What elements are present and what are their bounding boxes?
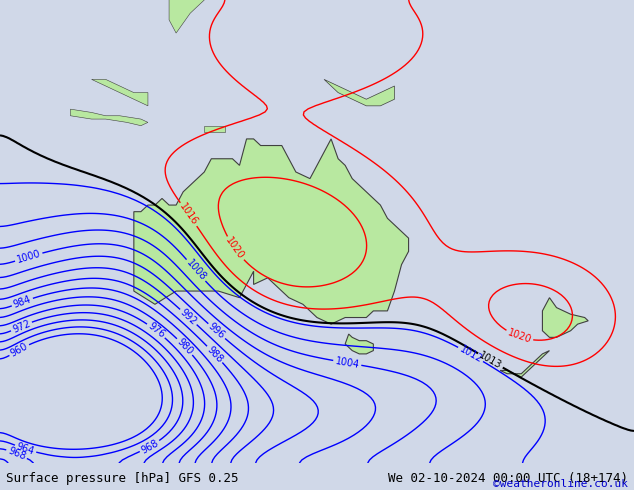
Text: 996: 996	[207, 321, 227, 341]
Text: ©weatheronline.co.uk: ©weatheronline.co.uk	[493, 479, 628, 489]
Text: 976: 976	[146, 321, 167, 340]
Text: Surface pressure [hPa] GFS 0.25: Surface pressure [hPa] GFS 0.25	[6, 472, 239, 486]
Text: 972: 972	[11, 318, 32, 335]
Text: 1016: 1016	[178, 201, 200, 227]
Polygon shape	[91, 79, 148, 106]
Polygon shape	[162, 0, 204, 33]
Polygon shape	[324, 79, 394, 106]
Text: 964: 964	[15, 441, 36, 457]
Polygon shape	[345, 334, 373, 354]
Text: 968: 968	[6, 445, 27, 462]
Text: 1013: 1013	[477, 350, 503, 371]
Text: We 02-10-2024 00:00 UTC (18+174): We 02-10-2024 00:00 UTC (18+174)	[387, 472, 628, 486]
Polygon shape	[70, 109, 148, 126]
Polygon shape	[543, 298, 588, 338]
Polygon shape	[204, 126, 226, 132]
Polygon shape	[500, 351, 550, 377]
Text: 1004: 1004	[334, 356, 360, 370]
Text: 1012: 1012	[458, 344, 484, 365]
Text: 984: 984	[12, 294, 32, 310]
Text: 980: 980	[175, 337, 195, 357]
Text: 988: 988	[205, 344, 224, 365]
Text: 1020: 1020	[224, 236, 246, 262]
Polygon shape	[134, 139, 408, 324]
Text: 1000: 1000	[15, 249, 42, 265]
Text: 1008: 1008	[184, 258, 208, 283]
Text: 1020: 1020	[506, 328, 533, 345]
Text: 968: 968	[139, 438, 160, 455]
Text: 992: 992	[178, 307, 198, 327]
Text: 960: 960	[9, 341, 30, 359]
